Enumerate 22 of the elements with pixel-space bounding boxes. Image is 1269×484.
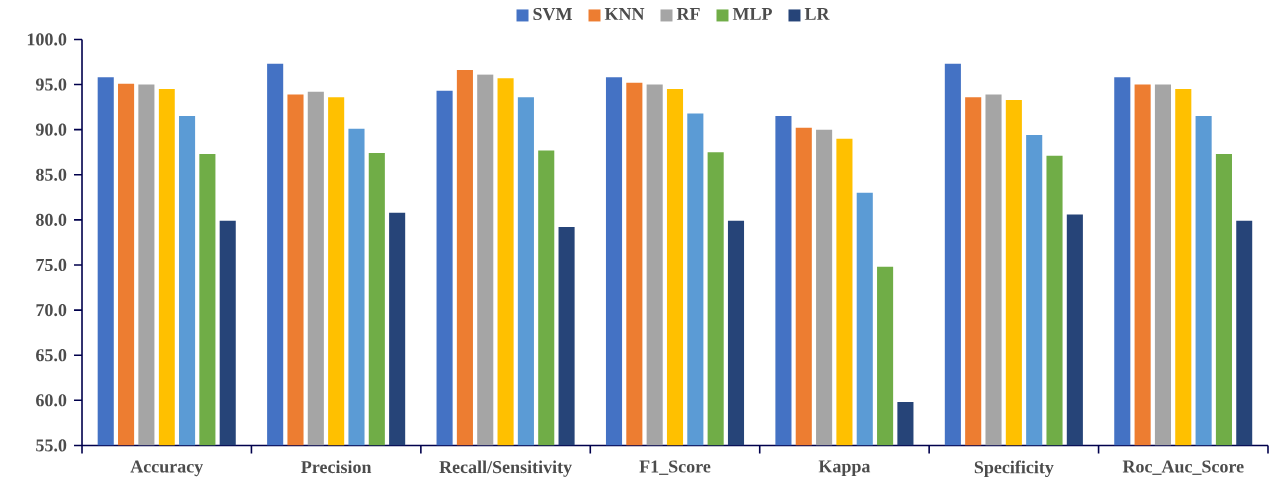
x-tick-label: Precision: [301, 460, 372, 474]
y-tick-label: 60.0: [36, 394, 67, 407]
y-tick-label: 70.0: [36, 304, 67, 317]
x-tick-label: Recall/Sensitivity: [439, 460, 572, 478]
y-tick-label: 85.0: [36, 168, 67, 182]
legend-label: MLP: [732, 8, 772, 20]
y-tick-label: 55.0: [36, 439, 67, 452]
x-tick-label: Kappa: [818, 460, 871, 477]
y-tick-label: 65.0: [36, 349, 67, 362]
y-tick-label: 100.0: [27, 33, 67, 46]
y-tick-label: 95.0: [35, 78, 67, 91]
y-tick-label: 75.0: [36, 259, 67, 272]
y-tick-label: 80.0: [36, 213, 67, 227]
legend-label: SVM: [533, 8, 572, 21]
y-tick-label: 90.0: [35, 123, 67, 136]
legend-label: LR: [804, 8, 830, 20]
legend-label: RF: [676, 8, 700, 20]
x-tick-label: Roc_Auc_Score: [1122, 460, 1244, 476]
legend-label: KNN: [604, 8, 645, 20]
x-tick-label: Accuracy: [130, 460, 204, 477]
x-tick-label: F1_Score: [639, 460, 711, 476]
x-tick-label: Specificity: [974, 460, 1054, 478]
